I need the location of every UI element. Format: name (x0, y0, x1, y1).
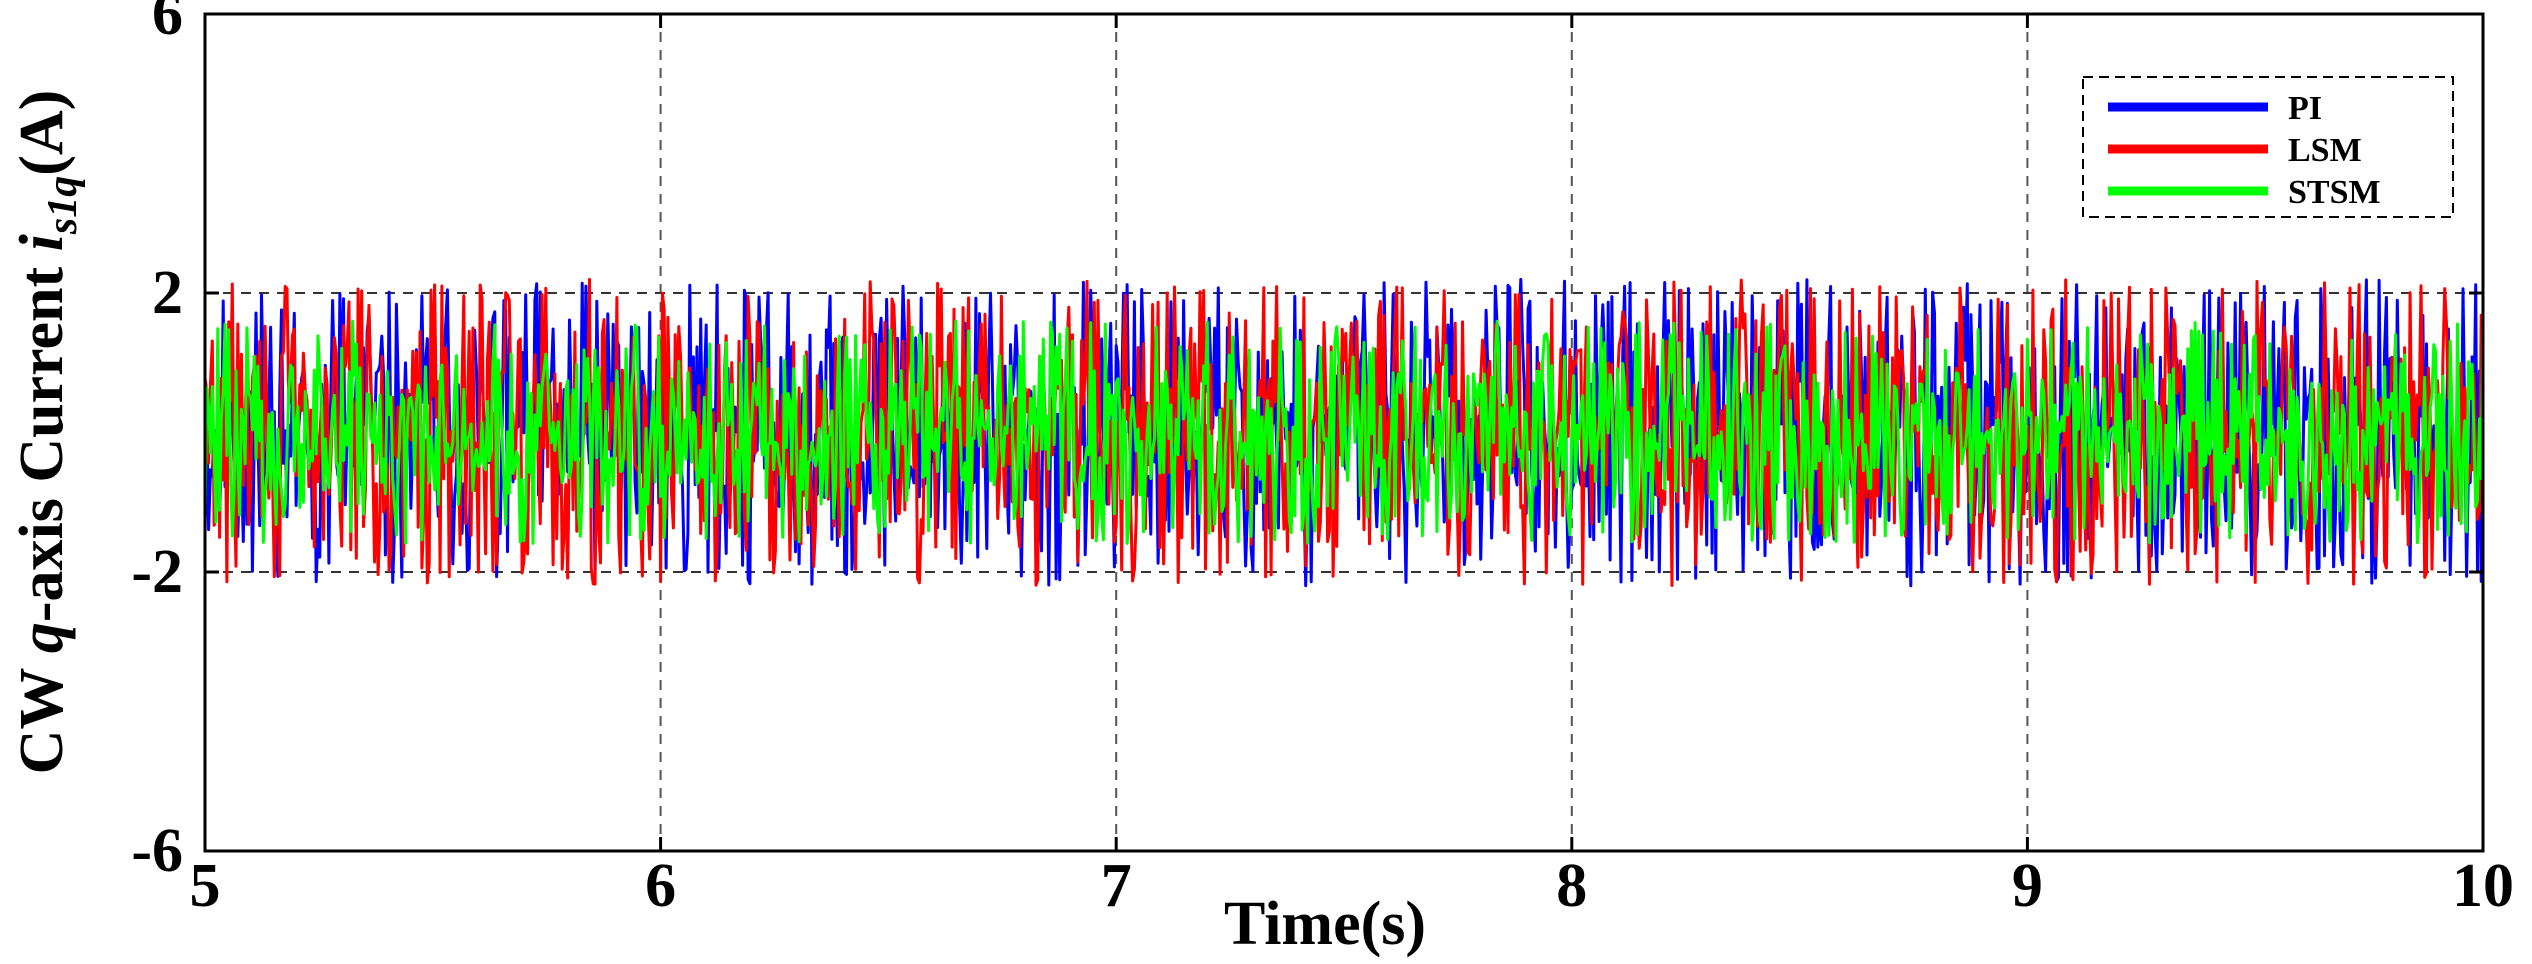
plot-frame (203, 12, 2485, 853)
x-tick-label-0: 5 (190, 852, 221, 920)
x-axis-title: Time(s) (1224, 890, 1426, 958)
series-line-lsm (203, 277, 2485, 587)
y-axis-title-i: i (8, 234, 76, 251)
x-tick-label-3: 8 (1556, 852, 1587, 920)
x-tick-label-5: 10 (2452, 852, 2514, 920)
legend-label-pi: PI (2288, 90, 2322, 127)
y-axis-title: CW q-axis Current is1q(A) (8, 90, 86, 775)
legend: PI LSM STSM (2082, 76, 2454, 218)
y-tick-label-0: 6 (152, 0, 183, 48)
y-tick-label-3: -6 (131, 817, 183, 885)
tick-layer: 5 6 7 8 9 10 6 2 -2 -6 (131, 0, 2514, 920)
y-axis-title-prefix: CW (8, 653, 76, 774)
legend-label-lsm: LSM (2288, 132, 2362, 169)
y-tick-label-1: 2 (152, 259, 183, 327)
legend-label-stsm: STSM (2288, 174, 2381, 211)
x-tick-label-1: 6 (645, 852, 676, 920)
y-axis-title-q: q (8, 622, 76, 653)
series-line-stsm (203, 319, 2485, 545)
x-tick-label-2: 7 (1101, 852, 1132, 920)
y-tick-label-2: -2 (131, 538, 183, 606)
series-layer (203, 277, 2485, 588)
y-axis-title-suffix: (A) (8, 90, 76, 176)
x-tick-label-4: 9 (2012, 852, 2043, 920)
y-axis-title-subscript: s1q (40, 176, 86, 235)
y-axis-title-middle: -axis Current (8, 251, 76, 622)
